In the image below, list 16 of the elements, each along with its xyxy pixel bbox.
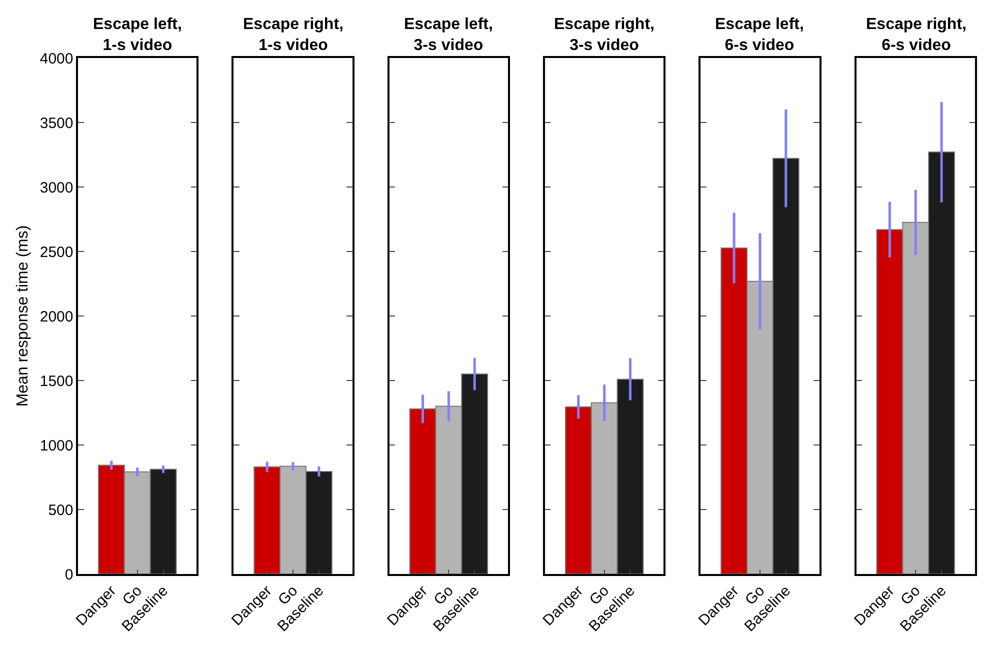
chart-title: Escape left, 6-s video	[715, 16, 804, 54]
y-tick-label: 3500	[40, 114, 74, 132]
chart-title: Escape right, 1-s video	[243, 16, 344, 54]
y-tick-label: 2000	[40, 308, 74, 326]
y-axis-title: Mean response time (ms)	[14, 225, 32, 407]
y-tick-label: 0	[64, 566, 74, 584]
y-tick-label: 1500	[40, 372, 74, 390]
y-tick-label: 1000	[40, 437, 74, 454]
y-tick-label: 4000	[40, 50, 74, 68]
y-tick-label: 2500	[40, 244, 74, 261]
chart-title: Escape left, 3-s video	[404, 16, 493, 54]
chart-title: Escape right, 3-s video	[554, 16, 654, 54]
chart-title: Escape right, 6-s video	[866, 16, 966, 54]
y-tick-label: 3000	[40, 179, 74, 196]
chart-title: Escape left, 1-s video	[93, 16, 182, 54]
y-tick-label: 500	[48, 502, 74, 519]
